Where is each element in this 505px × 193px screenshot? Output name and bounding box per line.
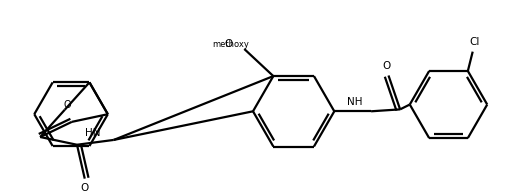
Text: O: O xyxy=(64,100,71,110)
Text: methoxy: methoxy xyxy=(212,40,248,49)
Text: Cl: Cl xyxy=(469,37,479,47)
Text: NH: NH xyxy=(346,97,362,107)
Text: O: O xyxy=(224,39,232,49)
Text: HN: HN xyxy=(84,128,100,138)
Text: O: O xyxy=(382,61,390,71)
Text: O: O xyxy=(80,183,89,193)
